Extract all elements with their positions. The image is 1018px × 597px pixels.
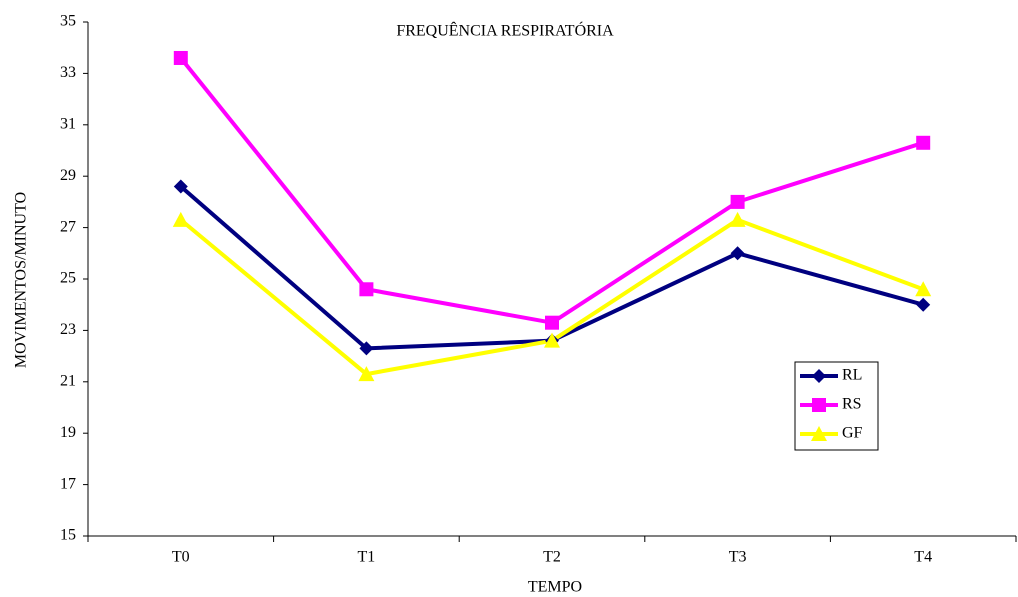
x-tick-label: T3 [729,549,747,566]
data-point [359,282,374,297]
x-tick-label: T4 [914,549,932,566]
data-point [915,281,932,297]
data-point [730,194,745,209]
x-tick-label: T0 [172,549,190,566]
data-point [359,341,374,356]
x-axis-label: TEMPO [528,579,582,596]
series-line [179,217,924,377]
y-tick-label: 23 [60,321,76,338]
y-tick-label: 31 [60,115,76,132]
y-tick-label: 19 [60,424,76,441]
y-tick-label: 25 [60,270,76,287]
data-point [916,297,931,312]
data-point [916,135,931,150]
data-point [173,50,188,65]
legend-marker [812,398,826,412]
y-tick-label: 29 [60,167,76,184]
data-point [544,332,560,348]
y-tick-label: 35 [60,13,76,30]
y-tick-label: 15 [60,527,76,544]
data-point [173,179,188,194]
data-point [172,211,189,227]
legend-marker [812,369,826,383]
y-axis-label: MOVIMENTOS/MINUTO [13,192,30,368]
y-tick-label: 21 [60,372,76,389]
data-point [545,315,559,330]
legend-label: RS [842,396,862,413]
data-point [358,366,375,382]
legend-marker [811,426,827,441]
legend-label: RL [842,367,862,384]
data-point [729,211,746,227]
y-tick-label: 27 [60,218,76,235]
x-tick-label: T2 [543,549,561,566]
y-tick-label: 33 [60,64,76,81]
chart-title: FREQUÊNCIA RESPIRATÓRIA [396,21,614,40]
y-tick-label: 17 [60,475,76,492]
legend-label: GF [842,425,863,442]
data-point [730,246,745,261]
x-tick-label: T1 [358,549,376,566]
